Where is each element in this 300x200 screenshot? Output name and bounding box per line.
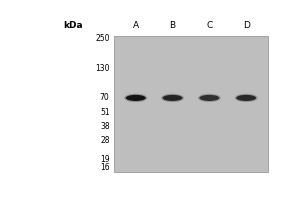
Text: 51: 51 bbox=[100, 108, 110, 117]
Ellipse shape bbox=[161, 94, 184, 102]
Text: 130: 130 bbox=[95, 64, 109, 73]
Text: 16: 16 bbox=[100, 163, 110, 172]
Text: 250: 250 bbox=[95, 34, 109, 43]
Text: 19: 19 bbox=[100, 155, 110, 164]
Bar bbox=[114, 36, 268, 172]
Text: 28: 28 bbox=[100, 136, 110, 145]
Text: C: C bbox=[206, 21, 212, 30]
Text: 38: 38 bbox=[100, 122, 110, 131]
Ellipse shape bbox=[124, 94, 147, 102]
Text: D: D bbox=[243, 21, 250, 30]
Ellipse shape bbox=[236, 95, 256, 101]
Text: 70: 70 bbox=[100, 93, 110, 102]
Text: A: A bbox=[133, 21, 139, 30]
Ellipse shape bbox=[200, 95, 219, 101]
Text: B: B bbox=[169, 21, 175, 30]
Ellipse shape bbox=[163, 95, 182, 101]
Ellipse shape bbox=[198, 94, 221, 102]
Ellipse shape bbox=[235, 94, 258, 102]
Ellipse shape bbox=[126, 95, 146, 101]
Text: kDa: kDa bbox=[64, 21, 83, 30]
